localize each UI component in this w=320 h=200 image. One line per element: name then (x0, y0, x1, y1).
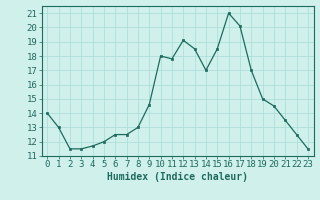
X-axis label: Humidex (Indice chaleur): Humidex (Indice chaleur) (107, 172, 248, 182)
